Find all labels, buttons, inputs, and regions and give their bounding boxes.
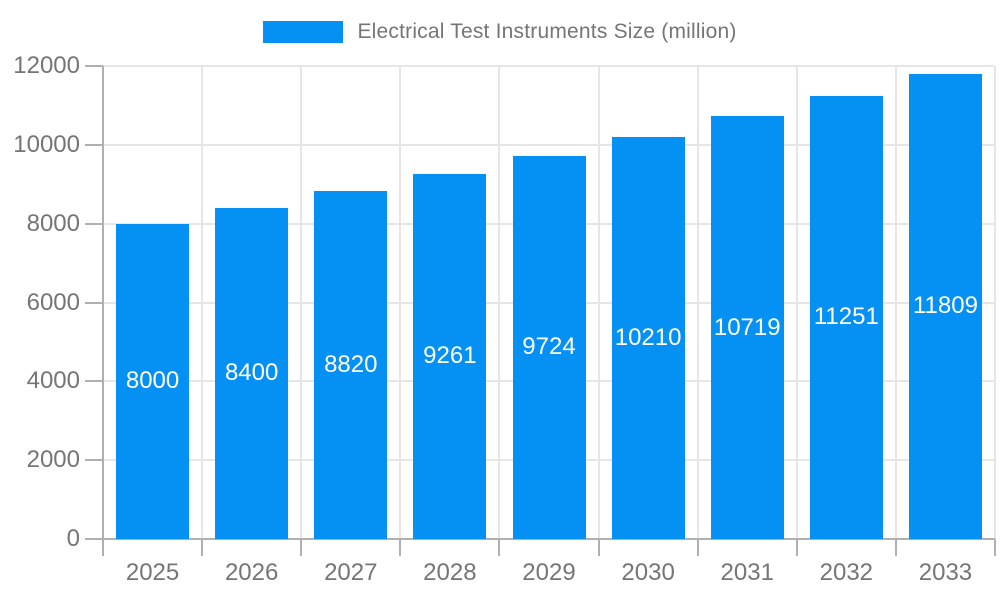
y-axis-tick: [85, 538, 103, 540]
x-axis-tick: [498, 539, 501, 556]
x-tick-label: 2033: [918, 559, 973, 586]
y-axis-tick: [85, 143, 103, 146]
y-tick-label: 8000: [26, 209, 80, 237]
gridline-vertical: [597, 66, 600, 539]
gridline-vertical: [994, 66, 996, 539]
y-axis-tick: [85, 459, 103, 462]
x-axis-line: [103, 538, 995, 540]
x-tick-label: 2025: [125, 559, 180, 586]
bar-value-label: 9261: [423, 342, 477, 370]
gridline-vertical: [498, 66, 501, 539]
x-tick-label: 2028: [423, 559, 477, 586]
y-tick-label: 2000: [26, 446, 80, 474]
bar-2032[interactable]: [809, 95, 883, 539]
x-axis-tick: [399, 539, 402, 556]
x-axis-tick: [300, 539, 303, 556]
x-tick-label: 2027: [324, 559, 378, 586]
legend-label: Electrical Test Instruments Size (millio…: [357, 20, 737, 43]
bar-value-label: 11251: [813, 303, 879, 331]
bar-value-label: 11809: [912, 292, 978, 320]
x-axis-tick: [201, 539, 204, 556]
y-axis-line: [102, 66, 104, 556]
bar-2025[interactable]: [116, 223, 190, 539]
y-axis-tick: [85, 65, 103, 67]
x-axis-tick: [597, 539, 600, 556]
bar-value-label: 8000: [125, 367, 180, 395]
gridline-vertical: [399, 66, 402, 539]
x-tick-label: 2030: [621, 559, 675, 586]
bar-value-label: 10719: [713, 313, 781, 341]
y-axis-tick: [85, 301, 103, 304]
x-tick-label: 2026: [224, 559, 279, 586]
bar-value-label: 10210: [614, 323, 682, 351]
x-axis-tick: [696, 539, 699, 556]
gridline-vertical: [201, 66, 204, 539]
bar-2026[interactable]: [215, 207, 289, 539]
y-tick-label: 4000: [26, 367, 80, 395]
x-axis-tick: [994, 539, 996, 556]
y-tick-label: 10000: [13, 130, 80, 158]
y-axis-tick: [85, 380, 103, 383]
bar-2033[interactable]: [908, 73, 982, 539]
bar-value-label: 8400: [224, 359, 279, 387]
gridline-vertical: [300, 66, 303, 539]
x-tick-label: 2031: [720, 559, 774, 586]
bar-value-label: 9724: [522, 333, 576, 361]
y-tick-label: 12000: [13, 52, 80, 79]
bar-value-label: 8820: [324, 351, 378, 379]
gridline-vertical: [894, 66, 897, 539]
y-tick-label: 0: [66, 525, 80, 552]
y-axis-tick: [85, 222, 103, 225]
gridline-horizontal: [103, 65, 995, 67]
gridline-vertical: [795, 66, 798, 539]
x-tick-label: 2032: [819, 559, 874, 586]
bar-2027[interactable]: [314, 191, 388, 539]
legend-swatch[interactable]: [263, 21, 344, 43]
bar-2031[interactable]: [710, 116, 784, 539]
legend[interactable]: Electrical Test Instruments Size (millio…: [0, 20, 1000, 44]
x-axis-tick: [894, 539, 897, 556]
bar-2030[interactable]: [611, 136, 685, 539]
x-tick-label: 2029: [522, 559, 576, 586]
gridline-vertical: [696, 66, 699, 539]
bar-2029[interactable]: [512, 155, 586, 539]
gridline-horizontal: [103, 143, 995, 146]
y-tick-label: 6000: [26, 288, 80, 316]
x-axis-tick: [795, 539, 798, 556]
bar-2028[interactable]: [413, 173, 487, 539]
